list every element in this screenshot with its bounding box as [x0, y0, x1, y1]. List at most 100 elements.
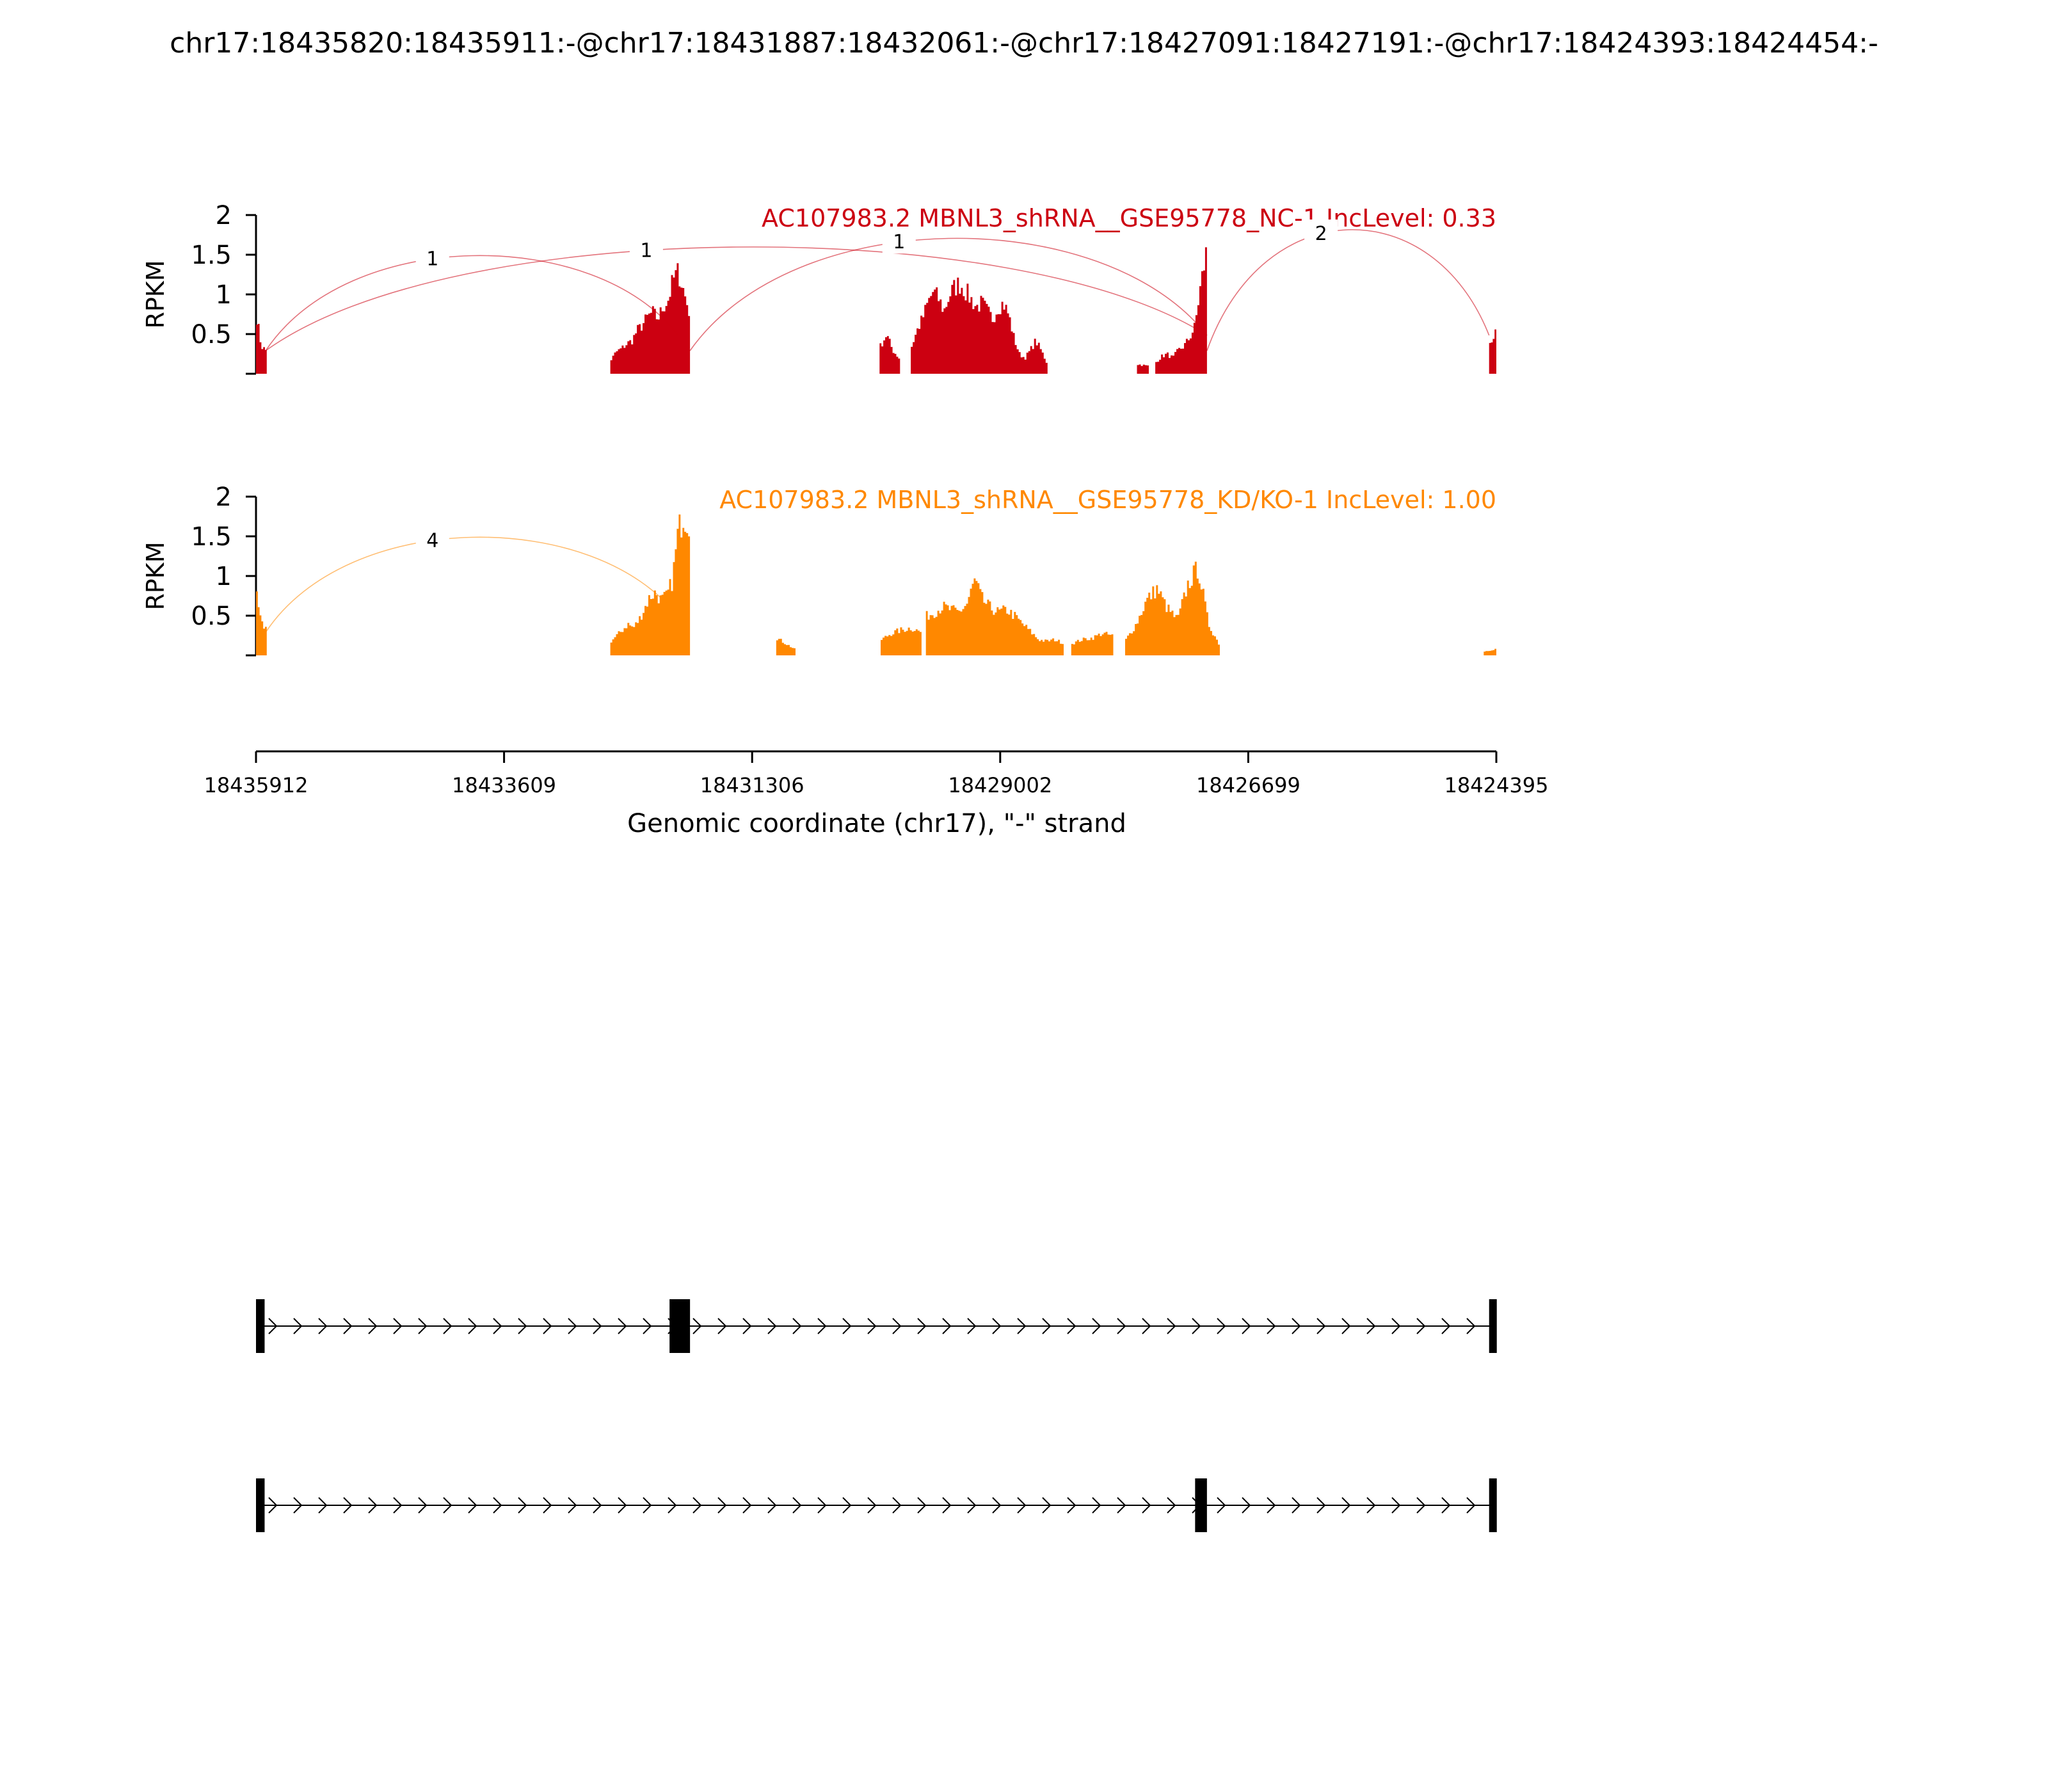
x-tick-label: 18431306: [700, 773, 804, 797]
plot-title: chr17:18435820:18435911:-@chr17:18431887…: [170, 27, 1878, 60]
strand-chevron: [992, 1318, 1002, 1334]
strand-chevron: [568, 1497, 577, 1514]
strand-chevron: [1316, 1497, 1326, 1514]
strand-chevron: [1391, 1318, 1401, 1334]
coverage-block: [256, 591, 267, 655]
strand-chevron: [1292, 1318, 1301, 1334]
junction-arc: [265, 536, 679, 633]
strand-chevron: [318, 1497, 328, 1514]
strand-chevron: [593, 1497, 602, 1514]
strand-chevron: [618, 1497, 627, 1514]
strand-chevron: [1167, 1318, 1176, 1334]
y-tick-label: 0.5: [191, 320, 232, 349]
x-axis-label: Genomic coordinate (chr17), "-" strand: [627, 809, 1126, 838]
x-tick-label: 18433609: [452, 773, 556, 797]
strand-chevron: [742, 1318, 752, 1334]
x-tick-label: 18435912: [204, 773, 308, 797]
strand-chevron: [518, 1318, 527, 1334]
coverage-tracks: AC107983.2 MBNL3_shRNA__GSE95778_NC-1 In…: [141, 201, 1496, 657]
strand-chevron: [368, 1318, 378, 1334]
strand-chevron: [368, 1497, 378, 1514]
strand-chevron: [1042, 1318, 1052, 1334]
strand-chevron: [1242, 1318, 1251, 1334]
strand-chevron: [293, 1318, 303, 1334]
strand-chevron: [892, 1497, 902, 1514]
strand-chevron: [1042, 1497, 1052, 1514]
track-title: AC107983.2 MBNL3_shRNA__GSE95778_KD/KO-1…: [719, 486, 1496, 514]
junction-arc: [265, 246, 1208, 351]
strand-chevron: [618, 1318, 627, 1334]
strand-chevron: [1067, 1497, 1076, 1514]
track-2: AC107983.2 MBNL3_shRNA__GSE95778_KD/KO-1…: [141, 483, 1496, 657]
transcript-1: [256, 1299, 1497, 1353]
junction-count: 2: [1315, 223, 1327, 245]
junction-count-bg: [415, 526, 449, 552]
junction-count-bg: [415, 244, 449, 271]
y-tick-label: 2: [216, 201, 232, 230]
strand-chevron: [593, 1318, 602, 1334]
junction-count: 4: [426, 529, 438, 552]
y-tick-label: 1.5: [191, 241, 232, 270]
strand-chevron: [1117, 1318, 1126, 1334]
y-tick-label: 1: [216, 562, 232, 591]
strand-chevron: [1142, 1497, 1151, 1514]
junction-count: 1: [640, 239, 652, 262]
strand-chevron: [1142, 1318, 1151, 1334]
strand-chevron: [1391, 1497, 1401, 1514]
junction-count-bg: [1304, 219, 1338, 245]
strand-chevron: [568, 1318, 577, 1334]
coverage-block: [610, 514, 691, 655]
strand-chevron: [817, 1497, 827, 1514]
strand-chevron: [1217, 1497, 1226, 1514]
strand-chevron: [1267, 1497, 1276, 1514]
strand-chevron: [1441, 1318, 1451, 1334]
strand-chevron: [942, 1497, 952, 1514]
strand-chevron: [643, 1497, 652, 1514]
coverage-block: [1125, 561, 1220, 655]
coverage-block: [925, 578, 1064, 655]
strand-chevron: [1316, 1318, 1326, 1334]
strand-chevron: [1017, 1318, 1027, 1334]
strand-chevron: [1017, 1497, 1027, 1514]
strand-chevron: [742, 1497, 752, 1514]
y-tick-label: 1.5: [191, 522, 232, 552]
strand-chevron: [1092, 1497, 1101, 1514]
x-tick-label: 18426699: [1196, 773, 1300, 797]
coverage-block: [1155, 247, 1207, 374]
strand-chevron: [867, 1318, 877, 1334]
strand-chevron: [692, 1497, 702, 1514]
strand-chevron: [493, 1318, 502, 1334]
exon: [1195, 1478, 1207, 1532]
strand-chevron: [493, 1497, 502, 1514]
strand-chevron: [842, 1318, 852, 1334]
exon: [256, 1299, 265, 1353]
y-axis-label: RPKM: [141, 260, 170, 328]
strand-chevron: [1267, 1318, 1276, 1334]
coverage-block: [881, 627, 922, 655]
strand-chevron: [418, 1318, 428, 1334]
coverage-block: [911, 277, 1048, 374]
strand-chevron: [692, 1318, 702, 1334]
strand-chevron: [1366, 1318, 1376, 1334]
strand-chevron: [443, 1318, 452, 1334]
strand-chevron: [343, 1497, 353, 1514]
y-tick-label: 0.5: [191, 602, 232, 631]
coverage-block: [1071, 632, 1114, 655]
strand-chevron: [767, 1497, 777, 1514]
strand-chevron: [1466, 1497, 1476, 1514]
strand-chevron: [917, 1497, 927, 1514]
strand-chevron: [967, 1497, 977, 1514]
strand-chevron: [792, 1318, 802, 1334]
strand-chevron: [393, 1318, 403, 1334]
strand-chevron: [817, 1318, 827, 1334]
junction-count: 1: [426, 248, 438, 270]
track-1: AC107983.2 MBNL3_shRNA__GSE95778_NC-1 In…: [141, 201, 1496, 375]
junction-count-bg: [882, 228, 916, 254]
coverage-block: [1489, 329, 1496, 374]
strand-chevron: [967, 1318, 977, 1334]
strand-chevron: [917, 1318, 927, 1334]
strand-chevron: [543, 1497, 552, 1514]
strand-chevron: [1217, 1318, 1226, 1334]
strand-chevron: [518, 1497, 527, 1514]
